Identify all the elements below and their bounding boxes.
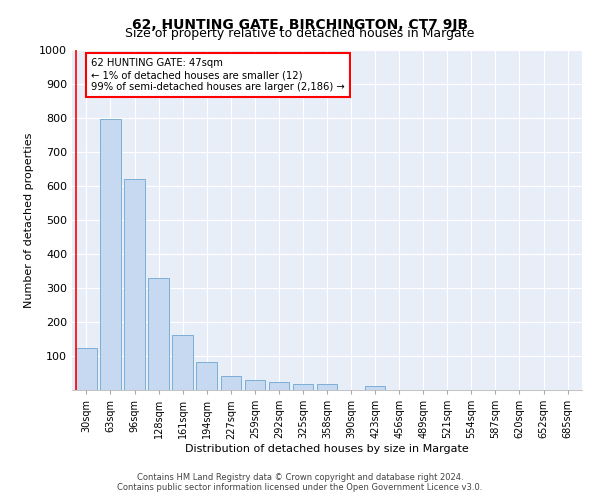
- Bar: [148, 278, 169, 390]
- Y-axis label: Number of detached properties: Number of detached properties: [23, 132, 34, 308]
- Text: Contains HM Land Registry data © Crown copyright and database right 2024.
Contai: Contains HM Land Registry data © Crown c…: [118, 473, 482, 492]
- Bar: [365, 386, 385, 390]
- Bar: [172, 335, 193, 390]
- Bar: [76, 348, 97, 390]
- Bar: [100, 119, 121, 390]
- Bar: [317, 384, 337, 390]
- Bar: [245, 380, 265, 390]
- Bar: [269, 382, 289, 390]
- Bar: [221, 376, 241, 390]
- X-axis label: Distribution of detached houses by size in Margate: Distribution of detached houses by size …: [185, 444, 469, 454]
- Text: 62 HUNTING GATE: 47sqm
← 1% of detached houses are smaller (12)
99% of semi-deta: 62 HUNTING GATE: 47sqm ← 1% of detached …: [91, 58, 344, 92]
- Text: Size of property relative to detached houses in Margate: Size of property relative to detached ho…: [125, 28, 475, 40]
- Bar: [196, 362, 217, 390]
- Bar: [124, 179, 145, 390]
- Text: 62, HUNTING GATE, BIRCHINGTON, CT7 9JB: 62, HUNTING GATE, BIRCHINGTON, CT7 9JB: [132, 18, 468, 32]
- Bar: [293, 384, 313, 390]
